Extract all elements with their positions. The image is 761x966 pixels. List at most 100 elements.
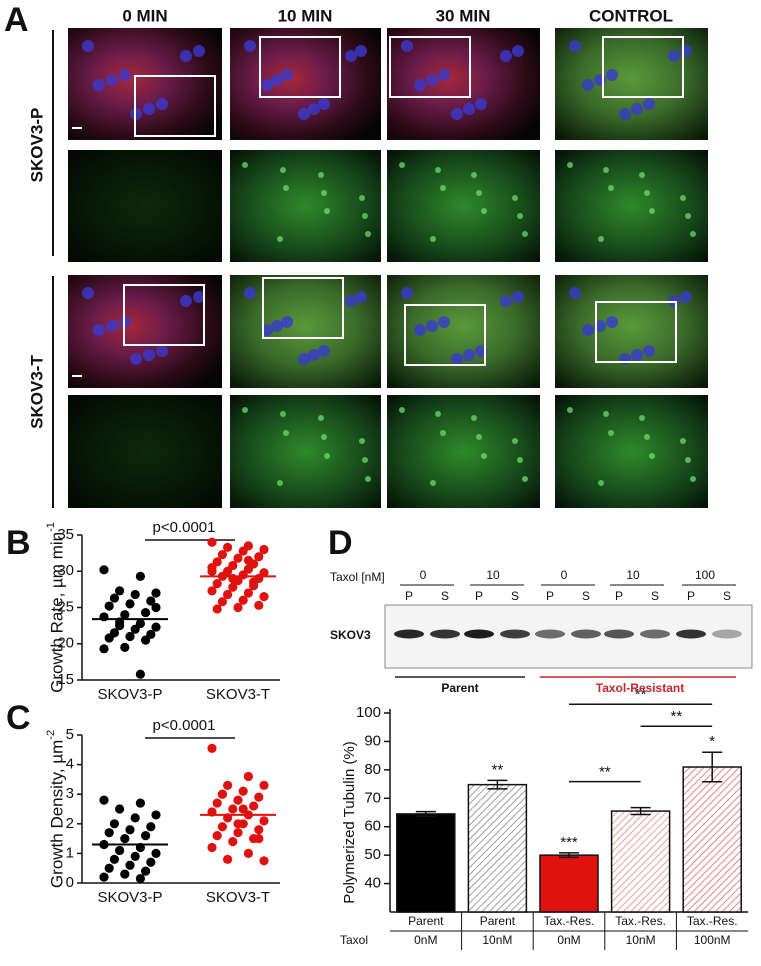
y-tick-label: 100 [356,704,381,721]
blot-row-label: SKOV3 [330,628,371,642]
y-tick-label: 80 [364,761,381,778]
fiber-spot [321,434,327,440]
fraction-label: S [441,589,449,603]
panel-label: B [6,524,31,562]
blot-band [571,629,601,639]
fiber-spot [280,167,286,173]
inset-box [259,36,341,98]
data-point [151,622,161,632]
y-tick-label: 1 [66,844,74,861]
data-point [99,795,109,805]
blot-band [712,629,742,639]
nucleus [355,291,367,303]
data-point [254,552,264,562]
nucleus [298,353,310,365]
data-point [223,780,233,790]
data-point [243,588,253,598]
nucleus [401,287,413,299]
data-point [217,789,227,799]
data-point [259,780,269,790]
inset-box [262,277,344,339]
nucleus [606,316,618,328]
x-tick-label: SKOV3-P [97,889,162,906]
fiber-spot [440,430,446,436]
data-point [233,602,243,613]
x-sublabel: 100nM [694,933,731,947]
data-point [99,644,109,654]
nucleus [143,103,155,115]
blot-band [676,629,706,639]
blot-axis-label: Taxol [nM] [330,570,385,584]
data-point [212,798,222,808]
data-point [151,848,161,859]
fiber-spot [567,407,573,413]
dose-label: 100 [695,568,715,582]
fiber-spot [242,407,248,413]
y-tick-label: 60 [364,818,381,835]
column-header: 10 MIN [278,6,333,25]
y-tick-label: 15 [57,671,74,688]
blot-band [604,629,634,639]
data-point [99,872,109,882]
nucleus [500,50,512,62]
nucleus [512,45,524,57]
fiber-spot [318,415,324,421]
y-tick-label: 20 [57,635,74,652]
bar [610,810,671,913]
fiber-spot [517,213,523,219]
panel-label: D [328,524,353,562]
nucleus [414,324,426,336]
y-tick-label: 50 [364,846,381,863]
data-point [151,588,161,598]
y-tick-label: 0 [66,874,74,891]
fraction-label: P [546,589,554,603]
data-point [146,857,156,867]
x-sublabel: 10nM [482,933,512,947]
significance-stars: ** [492,761,504,778]
nucleus [582,324,594,336]
nucleus [244,40,256,52]
data-point [243,771,253,782]
data-point [228,582,238,592]
micrograph [68,395,222,508]
nucleus [193,45,205,57]
data-point [109,819,119,829]
fiber-spot [242,162,248,168]
data-point [115,845,125,856]
fraction-label: S [723,589,731,603]
nucleus [680,45,692,57]
bar [396,813,456,913]
fiber-spot [517,457,523,463]
column-header: CONTROL [589,6,673,25]
fraction-label: P [687,589,695,603]
nucleus [193,291,205,303]
inset-box [123,284,205,346]
y-tick-label: 4 [66,756,74,773]
fiber-spot [639,172,645,178]
data-point [146,596,156,606]
bracket-label: ** [635,686,647,703]
nucleus [244,287,256,299]
nucleus [631,349,643,361]
fiber-spot [283,430,289,436]
x-tick-label: Parent [408,914,444,928]
data-point [125,599,135,609]
y-tick-label: 3 [66,785,74,802]
data-point [249,801,259,811]
panel-a: A 0 MIN 10 MIN 30 MIN CONTROL SKOV3-P SK… [4,1,673,508]
data-point [233,828,243,838]
data-point [104,633,114,643]
y-tick-label: 40 [364,875,381,892]
micrograph [555,395,708,508]
data-point [243,848,253,859]
nucleus [143,349,155,361]
fraction-label: S [511,589,519,603]
y-tick-label: 35 [57,526,74,543]
fiber-spot [365,231,371,237]
x-tick-label: Tax.-Res. [544,914,595,928]
nucleus [606,69,618,81]
x-tick-label: Parent [480,914,516,928]
nucleus [643,345,655,357]
data-point [238,804,248,814]
panel-label: A [4,1,29,39]
